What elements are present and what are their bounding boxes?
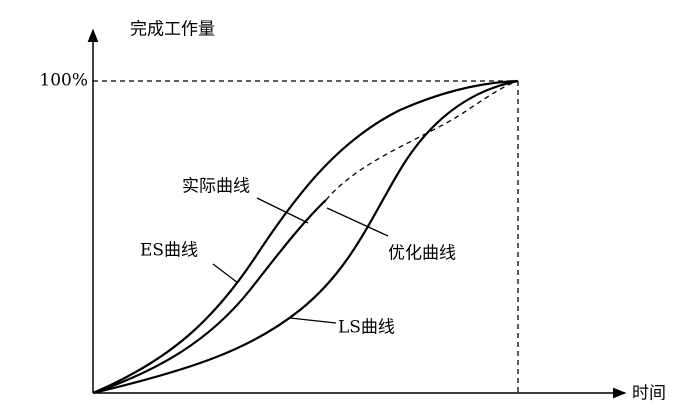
x-axis-label: 时间: [632, 384, 666, 404]
y-axis-label: 完成工作量: [130, 20, 215, 40]
optimized-label: 优化曲线: [388, 244, 456, 264]
ls-curve: [92, 79, 519, 395]
leader-line: [256, 197, 309, 224]
leader-line: [212, 263, 239, 284]
actual-label: 实际曲线: [182, 177, 250, 197]
optimized-curve: [325, 80, 519, 201]
es-label: ES曲线: [140, 241, 198, 261]
actual-curve: [92, 199, 327, 395]
es-curve: [92, 79, 519, 395]
leader-line: [326, 207, 389, 237]
ls-label: LS曲线: [338, 318, 395, 338]
leader-line: [289, 317, 337, 324]
y-max-label: 100%: [39, 71, 88, 91]
